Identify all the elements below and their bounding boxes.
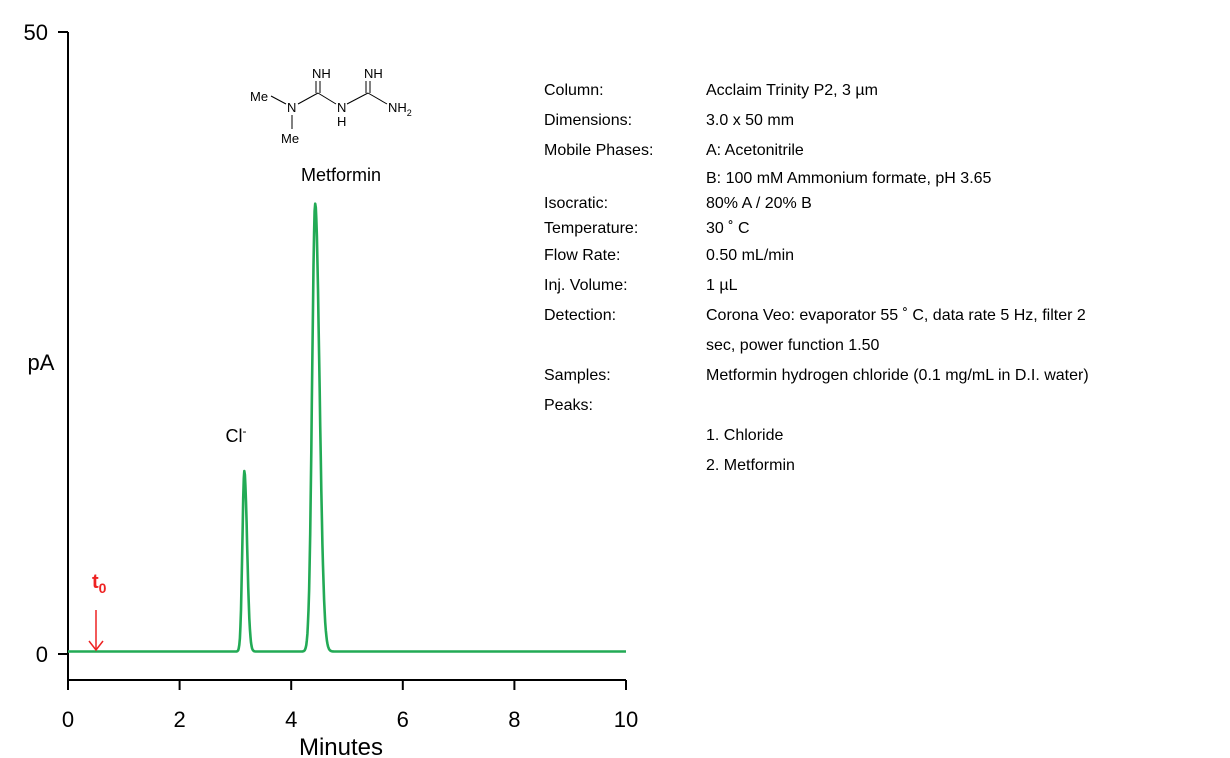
t0-label: t0 bbox=[92, 571, 107, 596]
y-tick-label: 50 bbox=[24, 20, 48, 45]
structure-h-bridge: H bbox=[337, 114, 346, 129]
x-tick-label: 6 bbox=[397, 707, 409, 732]
condition-value: 1 µL bbox=[706, 277, 738, 294]
condition-label: Inj. Volume: bbox=[544, 277, 628, 294]
condition-value: 2. Metformin bbox=[706, 457, 795, 474]
x-tick-label: 10 bbox=[614, 707, 638, 732]
condition-value: Corona Veo: evaporator 55 ˚ C, data rate… bbox=[706, 307, 1086, 324]
condition-value: 1. Chloride bbox=[706, 427, 784, 444]
x-tick-label: 8 bbox=[508, 707, 520, 732]
peak-label-chloride: Cl- bbox=[226, 424, 247, 446]
structure-nh-left: NH bbox=[312, 66, 331, 81]
condition-value: sec, power function 1.50 bbox=[706, 337, 880, 354]
condition-label: Column: bbox=[544, 82, 604, 99]
structure-me-top: Me bbox=[250, 89, 268, 104]
x-tick-label: 2 bbox=[173, 707, 185, 732]
condition-label: Temperature: bbox=[544, 220, 639, 237]
condition-label: Detection: bbox=[544, 307, 617, 324]
condition-label: Isocratic: bbox=[544, 195, 609, 212]
condition-value: 3.0 x 50 mm bbox=[706, 112, 795, 129]
structure-n: N bbox=[287, 100, 296, 115]
x-tick-label: 4 bbox=[285, 707, 297, 732]
structure-nh2: NH2 bbox=[388, 100, 412, 118]
series-line-chromatogram bbox=[67, 202, 627, 653]
condition-label: Mobile Phases: bbox=[544, 142, 654, 159]
condition-value: 0.50 mL/min bbox=[706, 247, 795, 264]
t0-arrow-head bbox=[88, 640, 104, 652]
condition-label: Samples: bbox=[544, 367, 611, 384]
condition-value: Metformin hydrogen chloride (0.1 mg/mL i… bbox=[706, 367, 1089, 384]
y-tick-label: 0 bbox=[36, 642, 48, 667]
condition-value: 30 ˚ C bbox=[706, 220, 750, 237]
condition-value: A: Acetonitrile bbox=[706, 142, 804, 159]
structure-n-bridge: N bbox=[337, 100, 346, 115]
x-axis-label: Minutes bbox=[299, 734, 383, 758]
condition-label: Peaks: bbox=[544, 397, 593, 414]
structure-bonds bbox=[270, 81, 388, 129]
x-tick-label: 0 bbox=[62, 707, 74, 732]
condition-value: Acclaim Trinity P2, 3 µm bbox=[706, 82, 878, 99]
condition-value: B: 100 mM Ammonium formate, pH 3.65 bbox=[706, 170, 992, 187]
metformin-structure: NH NH Me N N H NH2 Me bbox=[250, 66, 412, 146]
structure-me-bottom: Me bbox=[281, 131, 299, 146]
condition-label: Flow Rate: bbox=[544, 247, 621, 264]
peak-label-metformin: Metformin bbox=[301, 165, 381, 185]
condition-value: 80% A / 20% B bbox=[706, 195, 812, 212]
y-axis-label: pA bbox=[28, 350, 55, 375]
structure-nh-right: NH bbox=[364, 66, 383, 81]
condition-label: Dimensions: bbox=[544, 112, 633, 129]
